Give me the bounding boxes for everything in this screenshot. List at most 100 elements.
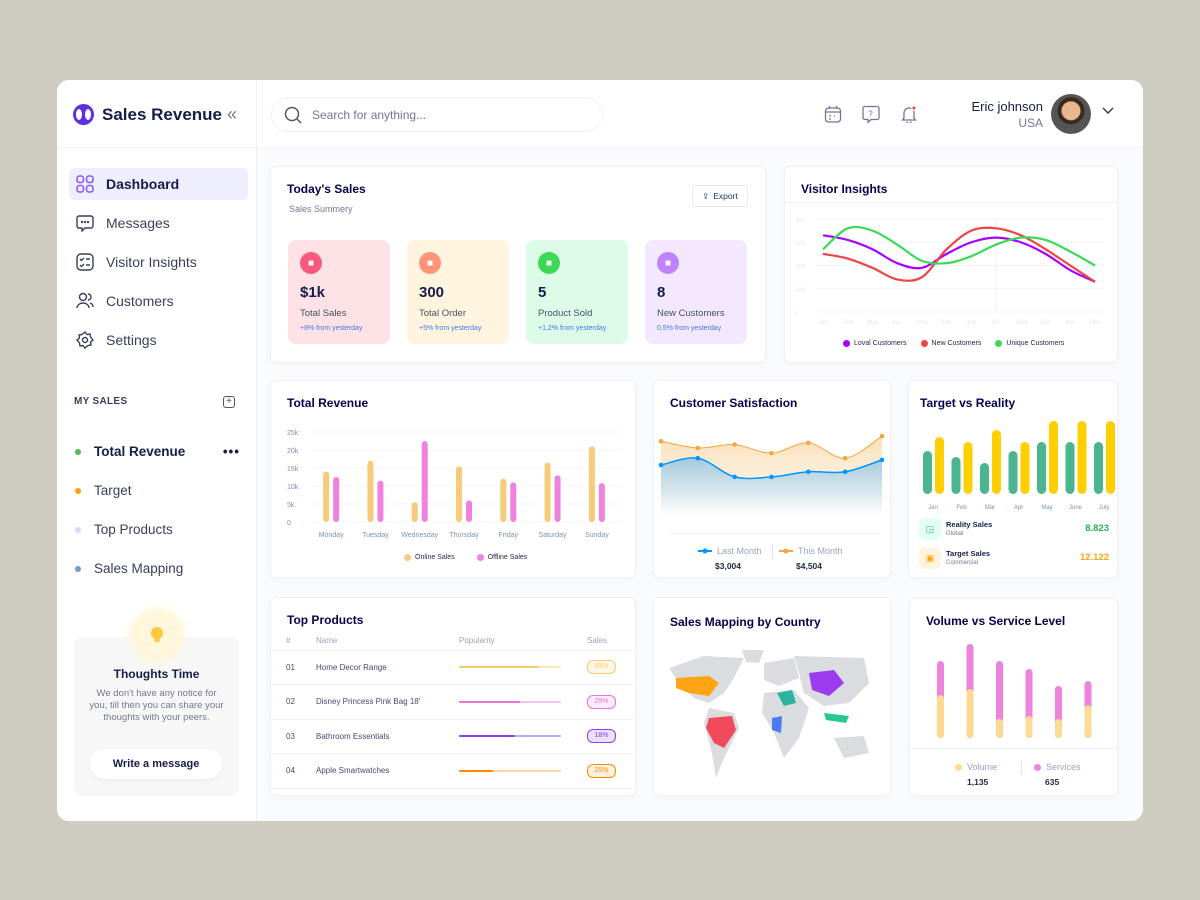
- data-point: [732, 474, 737, 480]
- bar: [367, 460, 374, 522]
- sales-item-sales-mapping[interactable]: Sales Mapping: [75, 549, 240, 588]
- card-title: Visitor Insights: [801, 182, 888, 196]
- last-month-total: $3,004: [715, 561, 741, 571]
- sidebar-item-customers[interactable]: Customers: [69, 285, 248, 317]
- divider: [910, 748, 1117, 749]
- map-drc: [772, 716, 782, 733]
- user-location: USA: [1018, 116, 1043, 130]
- y-tick-label: 200: [795, 265, 806, 271]
- x-tick-label: Apr: [892, 320, 901, 326]
- x-tick-label: Jun: [966, 320, 976, 326]
- data-point: [769, 474, 774, 480]
- row-number: 01: [271, 650, 316, 685]
- x-tick-label: Apr: [1014, 505, 1023, 511]
- legend-item: Offline Sales: [476, 554, 527, 561]
- sidebar-item-settings[interactable]: Settings: [69, 324, 248, 356]
- brand[interactable]: Sales Revenue: [73, 104, 222, 125]
- x-tick-label: May: [1041, 505, 1052, 511]
- table-row[interactable]: 01 Home Decor Range 45%: [271, 650, 634, 685]
- tag-icon: ■: [538, 252, 560, 274]
- top-products-card: Top Products # Name Popularity Sales 01 …: [270, 597, 636, 796]
- checklist-icon: [76, 253, 94, 271]
- y-tick-label: 25k: [287, 430, 299, 437]
- volume-service-card: Volume vs Service Level Volume Services …: [909, 598, 1118, 796]
- notification-bell-icon[interactable]: [900, 105, 918, 123]
- bar: [554, 475, 561, 522]
- map-brazil: [706, 716, 736, 748]
- stat-value: 5: [538, 284, 547, 301]
- stat-card[interactable]: ■ 8 New Customers 0,5% from yesterday: [645, 240, 747, 344]
- bar: [411, 502, 418, 522]
- y-tick-label: 100: [795, 288, 806, 294]
- stat-card[interactable]: ■ $1k Total Sales +8% from yesterday: [288, 240, 390, 344]
- data-point: [732, 442, 737, 447]
- sales-item-target[interactable]: Target: [75, 471, 240, 510]
- legend-services: Services: [1034, 762, 1081, 772]
- write-message-button[interactable]: Write a message: [90, 749, 222, 779]
- card-subtitle: Sales Summery: [289, 204, 353, 214]
- legend-last-month: Last Month: [698, 546, 762, 556]
- x-tick-label: Saturday: [539, 532, 568, 539]
- sidebar-item-label: Visitor Insights: [106, 254, 197, 270]
- sales-badge: 18%: [587, 729, 616, 744]
- document-icon: ■: [419, 252, 441, 274]
- collapse-sidebar-icon[interactable]: «: [227, 104, 238, 124]
- stat-label: Product Sold: [538, 308, 593, 319]
- reality-sales-row: ◲ Reality Sales Global 8.823: [919, 518, 1109, 542]
- my-sales-list: Total Revenue ••• Target Top Products Sal…: [75, 432, 240, 588]
- card-title: Sales Mapping by Country: [670, 615, 821, 629]
- sidebar-item-dashboard[interactable]: Dashboard: [69, 168, 248, 200]
- stat-card[interactable]: ■ 5 Product Sold +1,2% from yesterday: [526, 240, 628, 344]
- y-tick-label: 20k: [287, 448, 299, 455]
- thoughts-card: Thoughts Time We don't have any notice f…: [74, 610, 239, 796]
- row-number: 02: [271, 684, 316, 720]
- total-revenue-chart: 0 5k 10k 15k 20k 25k Monday Tuesday Wednesday Thu…: [287, 430, 621, 539]
- row-sublabel: Global: [946, 531, 964, 537]
- y-tick-label: 5k: [287, 502, 295, 509]
- data-point: [695, 455, 701, 461]
- thoughts-title: Thoughts Time: [113, 667, 200, 681]
- help-icon[interactable]: ?: [862, 105, 880, 123]
- sidebar-item-messages[interactable]: Messages: [69, 207, 248, 239]
- more-options-icon[interactable]: •••: [222, 444, 240, 459]
- visitor-insights-card: Visitor Insights 0 100 200 300 400 Jan Feb Mar A…: [784, 166, 1118, 363]
- status-dot: [75, 565, 81, 572]
- customer-satisfaction-card: Customer Satisfaction Last Month This Mo…: [653, 380, 891, 578]
- sidebar-item-label: Messages: [106, 215, 170, 231]
- table-row[interactable]: 04 Apple Smartwatches 25%: [271, 753, 634, 789]
- calendar-icon[interactable]: [824, 105, 842, 123]
- sidebar-nav: Dashboard Messages Visitor Insights Cust…: [69, 168, 248, 363]
- bar: [456, 466, 462, 522]
- chevron-down-icon[interactable]: [1102, 104, 1114, 118]
- popularity-cell: [459, 684, 587, 720]
- bar: [1077, 421, 1087, 494]
- total-revenue-card: Total Revenue 0 5k 10k 15k 20k 25k Monday Tuesd…: [270, 380, 636, 578]
- bar-volume: [1055, 719, 1062, 738]
- export-button[interactable]: ⇪ Export: [692, 185, 748, 207]
- sales-item-total-revenue[interactable]: Total Revenue •••: [75, 432, 240, 471]
- search-input[interactable]: Search for anything...: [271, 97, 603, 132]
- sales-mapping-card: Sales Mapping by Country: [653, 597, 891, 796]
- sidebar-item-visitor-insights[interactable]: Visitor Insights: [69, 246, 248, 278]
- sales-item-top-products[interactable]: Top Products: [75, 510, 240, 549]
- y-tick-label: 0: [287, 520, 291, 527]
- table-row[interactable]: 03 Bathroom Essentials 18%: [271, 719, 634, 754]
- popularity-cell: [459, 719, 587, 754]
- todays-sales-card: Today's Sales Sales Summery ⇪ Export ■ $1…: [270, 166, 766, 363]
- avatar[interactable]: [1051, 94, 1091, 134]
- card-title: Customer Satisfaction: [670, 396, 798, 410]
- visitor-insights-chart: 0 100 200 300 400 Jan Feb Mar Apr May Jun Jun Jul Sep…: [795, 218, 1105, 326]
- x-tick-label: Nov: [1065, 320, 1076, 326]
- sales-cell: 45%: [587, 650, 634, 685]
- bar-volume: [1084, 705, 1092, 738]
- world-map[interactable]: [664, 648, 879, 788]
- table-row[interactable]: 02 Disney Princess Pink Bag 18' 29%: [271, 684, 634, 720]
- popularity-cell: [459, 753, 587, 789]
- bar-volume: [966, 689, 974, 738]
- bar-volume: [937, 695, 944, 738]
- map-europe: [764, 658, 799, 686]
- add-sales-icon[interactable]: +: [223, 396, 235, 408]
- stat-card[interactable]: ■ 300 Total Order +5% from yesterday: [407, 240, 509, 344]
- data-point: [842, 469, 848, 475]
- users-icon: [76, 292, 94, 310]
